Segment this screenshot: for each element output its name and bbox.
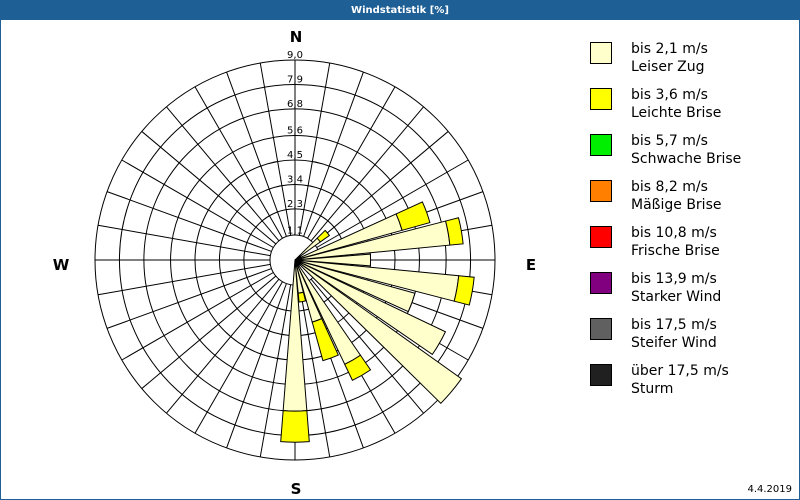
legend-swatch	[590, 318, 612, 340]
wind-bar-segment	[453, 275, 475, 306]
compass-south: S	[291, 480, 302, 498]
ring-label: 7,9	[287, 74, 303, 85]
ring-label: 3,4	[287, 174, 303, 185]
legend-item: bis 3,6 m/s Leichte Brise	[588, 86, 788, 132]
legend-item: bis 17,5 m/s Steifer Wind	[588, 316, 788, 362]
legend-item: über 17,5 m/s Sturm	[588, 362, 788, 408]
legend-range: über 17,5 m/s	[631, 363, 729, 379]
legend-label: Mäßige Brise	[631, 197, 722, 213]
legend-range: bis 13,9 m/s	[631, 271, 717, 287]
ring-labels: 1,1 2,3 3,4 4,5 5,6 6,8 7,9 9,0	[287, 50, 303, 237]
legend-label: Sturm	[631, 381, 674, 397]
wind-bar-segment	[294, 259, 416, 313]
legend-range: bis 17,5 m/s	[631, 317, 717, 333]
wind-bars	[280, 201, 475, 443]
legend-label: Leiser Zug	[631, 59, 705, 75]
ring-label: 1,1	[287, 226, 303, 237]
chart-title: Windstatistik [%]	[351, 5, 449, 16]
legend-swatch	[590, 272, 612, 294]
legend-label: Leichte Brise	[631, 105, 722, 121]
wind-bar-segment	[344, 354, 372, 382]
wind-bar-segment	[311, 317, 339, 362]
ring-label: 2,3	[287, 199, 303, 210]
legend-swatch	[590, 364, 612, 386]
legend-swatch	[590, 226, 612, 248]
wind-bar-segment	[294, 259, 447, 356]
legend-label: Frische Brise	[631, 243, 720, 259]
legend-range: bis 5,7 m/s	[631, 133, 708, 149]
legend-item: bis 5,7 m/s Schwache Brise	[588, 132, 788, 178]
date-stamp: 4.4.2019	[747, 484, 792, 495]
legend-label: Steifer Wind	[631, 335, 717, 351]
wind-bar-segment	[316, 229, 331, 243]
wind-bar-segment	[297, 291, 307, 303]
legend-range: bis 3,6 m/s	[631, 87, 708, 103]
legend-item: bis 2,1 m/s Leiser Zug	[588, 40, 788, 86]
legend-swatch	[590, 134, 612, 156]
ring-label: 9,0	[287, 50, 303, 61]
wind-bar-segment	[444, 217, 464, 246]
legend-item: bis 13,9 m/s Starker Wind	[588, 270, 788, 316]
legend-item: bis 8,2 m/s Mäßige Brise	[588, 178, 788, 224]
legend-swatch	[590, 88, 612, 110]
compass-north: N	[290, 28, 303, 46]
legend-range: bis 8,2 m/s	[631, 179, 708, 195]
wind-bar-segment	[280, 410, 310, 443]
legend-item: bis 10,8 m/s Frische Brise	[588, 224, 788, 270]
ring-label: 6,8	[287, 99, 303, 110]
legend-swatch	[590, 180, 612, 202]
legend-swatch	[590, 42, 612, 64]
legend-label: Schwache Brise	[631, 151, 742, 167]
legend-range: bis 2,1 m/s	[631, 41, 708, 57]
wind-bar-segment	[294, 253, 372, 267]
title-bar: Windstatistik [%]	[0, 0, 800, 20]
compass-east: E	[526, 256, 536, 274]
wind-bar-segment	[395, 201, 431, 231]
legend: bis 2,1 m/s Leiser Zug bis 3,6 m/s Leichte…	[588, 40, 788, 408]
legend-label: Starker Wind	[631, 289, 722, 305]
compass-west: W	[53, 256, 70, 274]
legend-range: bis 10,8 m/s	[631, 225, 717, 241]
ring-label: 4,5	[287, 150, 303, 161]
wind-bar-segment	[294, 259, 463, 405]
ring-label: 5,6	[287, 126, 303, 137]
